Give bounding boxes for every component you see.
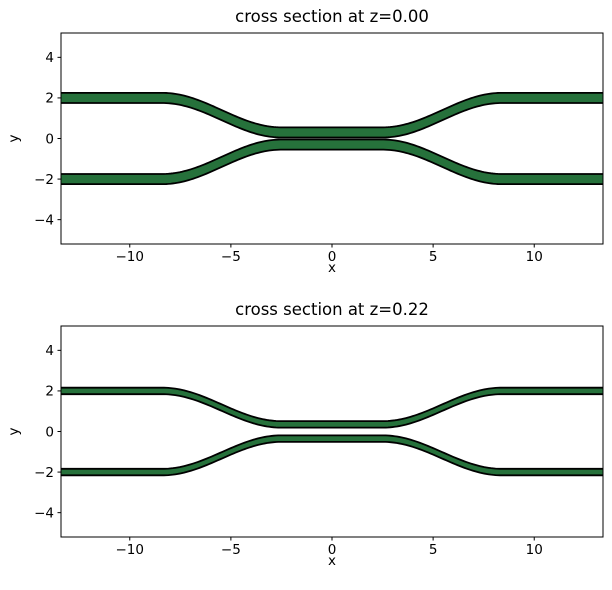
y-tick-label: −2	[34, 465, 54, 481]
subplot-z-0.00: cross section at z=0.00 x y −10 −5 0 5 10 4 2 0…	[6, 7, 604, 276]
waveguide-bands	[61, 386, 603, 477]
x-tick-label: 5	[429, 542, 438, 558]
axes-frame	[60, 32, 604, 245]
x-tick-label: −10	[116, 249, 145, 265]
y-tick-label: 2	[45, 384, 54, 400]
y-axis-label: y	[6, 135, 22, 143]
subplot-z-0.22: cross section at z=0.22 x y −10 −5 0 5 10 4 2 0…	[6, 300, 604, 569]
waveguide-upper	[61, 386, 603, 429]
y-tick-label: 2	[45, 91, 54, 107]
x-tick-label: −5	[221, 249, 241, 265]
waveguide-upper	[61, 91, 603, 139]
x-tick-label: 10	[526, 542, 543, 558]
x-tick-label: 10	[526, 249, 543, 265]
waveguide-lower	[61, 138, 603, 186]
plot-area: −10 −5 0 5 10 4 2 0 −2 −4	[34, 32, 604, 265]
y-tick-label: 4	[45, 343, 54, 359]
waveguide-lower	[61, 434, 603, 477]
x-tick-label: −5	[221, 542, 241, 558]
plot-title: cross section at z=0.00	[235, 7, 429, 26]
waveguide-bands	[61, 91, 603, 186]
x-axis-label: x	[328, 553, 336, 569]
y-tick-label: 0	[45, 131, 54, 147]
y-tick-label: 4	[45, 50, 54, 66]
x-axis-label: x	[328, 260, 336, 276]
plot-area: −10 −5 0 5 10 4 2 0 −2 −4	[34, 325, 604, 558]
plot-title: cross section at z=0.22	[235, 300, 429, 319]
y-tick-label: −2	[34, 172, 54, 188]
x-tick-label: −10	[116, 542, 145, 558]
y-axis-label: y	[6, 428, 22, 436]
x-tick-label: 0	[328, 542, 337, 558]
y-tick-label: −4	[34, 505, 54, 521]
y-tick-label: 0	[45, 424, 54, 440]
axes-frame	[60, 325, 604, 538]
y-tick-label: −4	[34, 212, 54, 228]
x-tick-label: 5	[429, 249, 438, 265]
x-tick-label: 0	[328, 249, 337, 265]
